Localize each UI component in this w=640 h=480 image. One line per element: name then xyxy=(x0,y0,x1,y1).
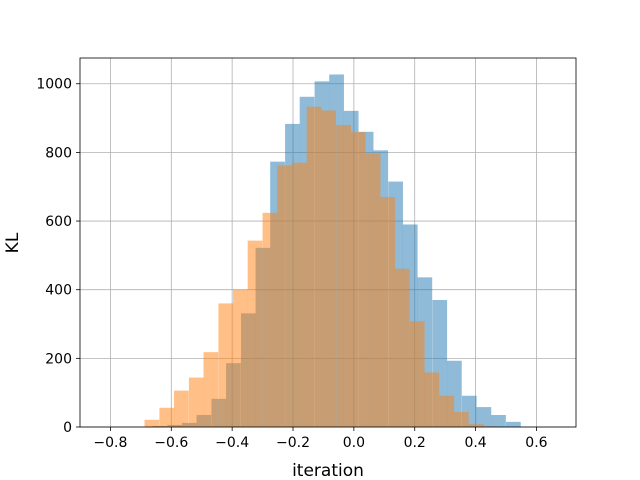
histogram-bar-series2-21 xyxy=(453,411,469,427)
histogram-bar-series2-1 xyxy=(159,407,175,427)
histogram-bar-series2-2 xyxy=(174,390,189,427)
y-tick-label-5: 1000 xyxy=(36,77,72,93)
histogram-bar-series1-23 xyxy=(491,414,506,427)
plot-frame xyxy=(79,57,577,428)
histogram-bar-series2-12 xyxy=(321,110,337,428)
x-tick-label-7: 0.6 xyxy=(525,435,547,451)
x-tick-label-4: 0.0 xyxy=(343,435,365,451)
y-tick-label-3: 600 xyxy=(45,214,72,230)
histogram-bar-series2-15 xyxy=(365,153,381,427)
histogram-bar-series2-10 xyxy=(292,162,307,427)
histogram-bar-series2-22 xyxy=(468,424,484,427)
x-tick-label-5: 0.2 xyxy=(404,435,426,451)
histogram-bar-series2-11 xyxy=(306,106,322,428)
x-tick-label-0: −0.8 xyxy=(93,435,127,451)
axis-ticks: −0.8 −0.6 −0.4 −0.2 0.0 0.2 0.4 0.6 0 200 400 600 80… xyxy=(36,77,547,451)
x-axis-label: iteration xyxy=(292,461,364,480)
histogram-bar-series2-8 xyxy=(262,212,278,427)
y-axis-label: KL xyxy=(3,232,23,253)
histogram-bar-series2-20 xyxy=(439,395,455,427)
histogram-bar-series2-18 xyxy=(409,321,425,427)
x-tick-label-1: −0.6 xyxy=(154,435,188,451)
histogram-bar-series1-22 xyxy=(476,407,492,427)
y-tick-label-0: 0 xyxy=(63,420,72,436)
histogram-bar-series2-16 xyxy=(380,197,396,427)
histogram-bar-series2-4 xyxy=(203,352,219,427)
histogram-bar-series2-9 xyxy=(277,165,292,427)
y-tick-label-1: 200 xyxy=(45,351,72,367)
histogram-bar-series2-6 xyxy=(233,289,248,427)
y-tick-label-4: 800 xyxy=(45,145,72,161)
histogram-bar-series2-0 xyxy=(144,419,160,427)
histogram-bar-series2-3 xyxy=(188,377,204,427)
x-tick-label-2: −0.4 xyxy=(215,435,249,451)
histogram-bars xyxy=(144,74,521,428)
histogram-bar-series2-5 xyxy=(218,303,234,427)
histogram-bar-series1-24 xyxy=(506,421,521,427)
histogram-bar-series2-14 xyxy=(350,132,366,427)
histogram-bar-series2-13 xyxy=(336,124,351,428)
histogram-bar-series2-17 xyxy=(394,268,410,427)
histogram-bar-series2-19 xyxy=(424,372,440,427)
x-tick-label-3: −0.2 xyxy=(276,435,310,451)
histogram-bar-series2-7 xyxy=(247,240,263,427)
x-tick-label-6: 0.4 xyxy=(464,435,486,451)
y-tick-label-2: 400 xyxy=(45,283,72,299)
